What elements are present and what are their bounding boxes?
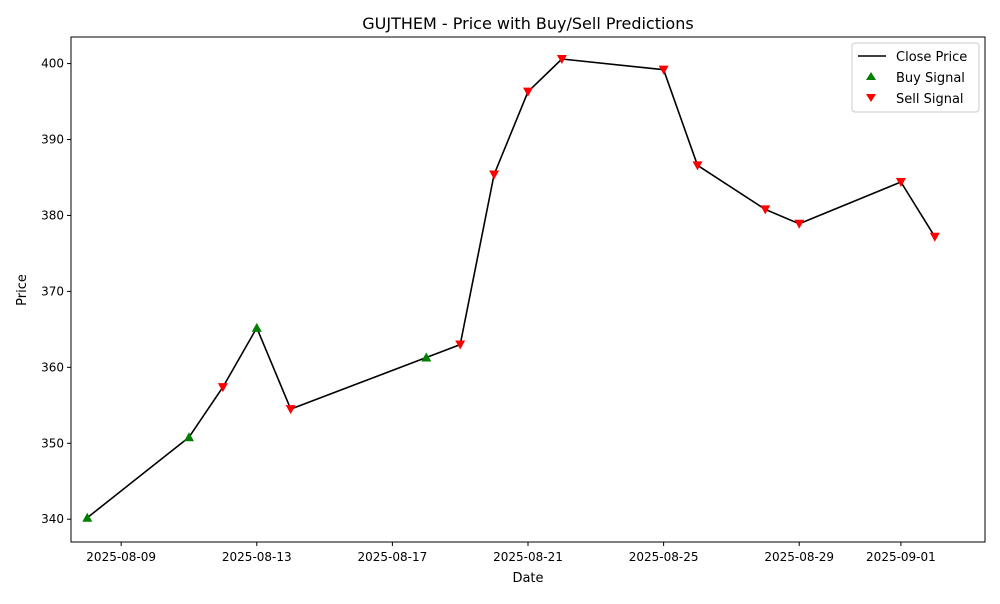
y-tick-label: 340 bbox=[41, 512, 64, 526]
close-price-line bbox=[86, 58, 936, 519]
plot-area bbox=[70, 36, 986, 543]
sell-signal-marker bbox=[285, 405, 296, 415]
y-tick-label: 350 bbox=[41, 436, 64, 450]
legend-buy-signal-label: Buy Signal bbox=[896, 71, 965, 86]
y-tick-label: 390 bbox=[41, 133, 64, 147]
buy-signal-marker bbox=[421, 352, 432, 362]
sell-signal-marker bbox=[692, 161, 703, 171]
y-axis: 340 350 360 370 380 390 400 bbox=[41, 57, 71, 526]
series-layer bbox=[82, 55, 940, 522]
sell-signal-marker bbox=[489, 170, 500, 180]
sell-signal-marker bbox=[794, 219, 805, 229]
legend: Close Price Buy Signal Sell Signal bbox=[851, 42, 980, 113]
chart-title: GUJTHEM - Price with Buy/Sell Prediction… bbox=[362, 14, 693, 33]
y-tick-label: 360 bbox=[41, 360, 64, 374]
y-tick-label: 400 bbox=[41, 57, 64, 71]
buy-signal-marker bbox=[183, 432, 194, 442]
legend-close-price-label: Close Price bbox=[896, 50, 967, 65]
x-tick-label: 2025-08-21 bbox=[493, 550, 563, 564]
x-tick-label: 2025-08-25 bbox=[629, 550, 699, 564]
legend-box bbox=[851, 42, 980, 113]
legend-sell-signal-marker bbox=[866, 94, 876, 102]
y-tick-label: 370 bbox=[41, 284, 64, 298]
sell-signal-marker bbox=[929, 232, 940, 242]
sell-signal-marker bbox=[455, 340, 466, 350]
sell-signal-marker bbox=[556, 55, 567, 65]
x-tick-label: 2025-09-01 bbox=[866, 550, 936, 564]
sell-signal-marker bbox=[760, 205, 771, 215]
x-tick-label: 2025-08-29 bbox=[764, 550, 834, 564]
legend-buy-signal-marker bbox=[866, 72, 876, 80]
x-axis-label: Date bbox=[512, 571, 543, 586]
sell-signal-marker bbox=[217, 383, 228, 393]
y-tick-label: 380 bbox=[41, 208, 64, 222]
x-tick-label: 2025-08-17 bbox=[358, 550, 428, 564]
x-tick-label: 2025-08-09 bbox=[86, 550, 156, 564]
sell-signal-marker bbox=[895, 178, 906, 188]
sell-signal-marker bbox=[523, 87, 533, 97]
legend-sell-signal-label: Sell Signal bbox=[896, 92, 964, 107]
x-axis: 2025-08-09 2025-08-13 2025-08-17 2025-08-21… bbox=[86, 542, 936, 564]
buy-signal-marker bbox=[251, 322, 262, 332]
x-tick-label: 2025-08-13 bbox=[222, 550, 292, 564]
buy-signal-marker bbox=[82, 512, 93, 522]
y-axis-label: Price bbox=[15, 274, 30, 306]
sell-signal-marker bbox=[658, 65, 669, 75]
